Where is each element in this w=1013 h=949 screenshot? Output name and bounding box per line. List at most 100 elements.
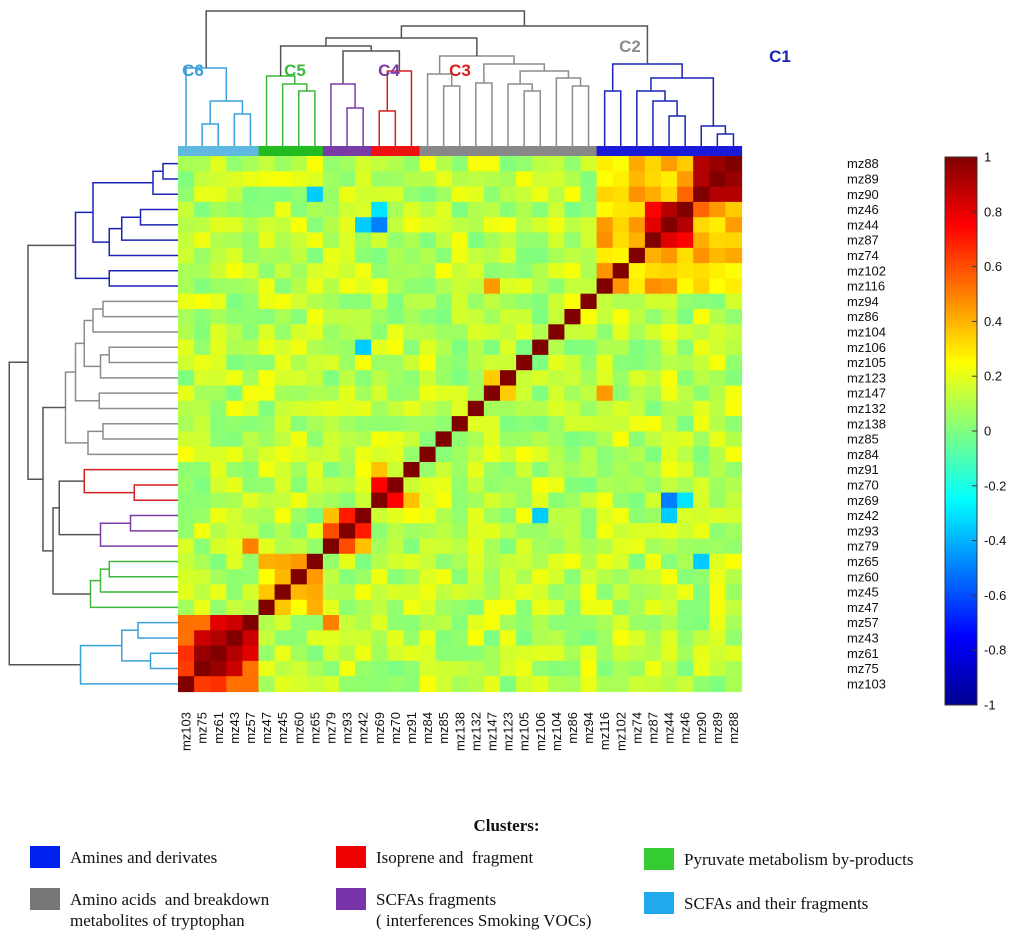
heatmap-cell — [306, 676, 324, 693]
heatmap-cell — [596, 156, 614, 172]
heatmap-cell — [371, 523, 388, 540]
heatmap-cell — [403, 324, 421, 341]
heatmap-cell — [612, 186, 630, 203]
dendrogram-link — [74, 342, 100, 402]
heatmap-cell — [516, 431, 533, 448]
cluster-bar-segment — [677, 146, 694, 157]
heatmap-cell — [548, 339, 565, 356]
dendrogram-link — [99, 522, 178, 547]
heatmap-cell — [709, 171, 726, 188]
heatmap-cell — [677, 492, 694, 509]
heatmap-cell — [580, 507, 598, 524]
heatmap-cell — [548, 538, 565, 555]
heatmap-cell — [355, 431, 372, 448]
heatmap-cell — [564, 293, 582, 310]
cluster-label: C1 — [769, 47, 791, 66]
heatmap-cell — [596, 354, 614, 371]
heatmap-cell — [242, 171, 260, 188]
column-label: mz86 — [565, 712, 580, 744]
heatmap-cell — [339, 309, 356, 325]
colorbar-tick-label: 0.4 — [984, 314, 1002, 329]
heatmap-cell — [290, 232, 308, 249]
heatmap-cell — [564, 645, 582, 662]
heatmap-cell — [628, 630, 646, 647]
heatmap-cell — [322, 630, 340, 647]
heatmap-cell — [387, 201, 404, 218]
heatmap-cell — [339, 431, 356, 448]
heatmap-cell — [419, 263, 437, 279]
heatmap-cell — [274, 660, 292, 677]
heatmap-cell — [661, 354, 678, 371]
column-label: mz138 — [452, 712, 467, 751]
heatmap-cell — [355, 645, 372, 662]
heatmap-cell — [258, 553, 276, 570]
heatmap-cell — [516, 186, 533, 203]
cluster-bar-segment — [532, 146, 549, 157]
heatmap-cell — [580, 676, 598, 693]
heatmap-cell — [306, 293, 324, 310]
heatmap-cell — [725, 186, 743, 203]
heatmap-cell — [532, 645, 549, 662]
heatmap-cell — [387, 293, 404, 310]
heatmap-cell — [725, 232, 743, 249]
heatmap-cell — [532, 171, 549, 188]
heatmap-cell — [371, 477, 388, 494]
heatmap-cell — [483, 492, 501, 509]
heatmap-cell — [178, 676, 195, 693]
heatmap-cell — [677, 217, 694, 234]
heatmap-cell — [532, 492, 549, 509]
heatmap-cell — [242, 370, 260, 387]
heatmap-cell — [435, 523, 453, 540]
heatmap-cell — [677, 400, 694, 417]
row-label: mz47 — [847, 600, 879, 615]
column-label: mz85 — [436, 712, 451, 744]
heatmap-cell — [451, 462, 469, 478]
heatmap-cell — [178, 217, 195, 234]
heatmap-cell — [564, 278, 582, 295]
heatmap-cell — [306, 385, 324, 402]
heatmap-cell — [339, 293, 356, 310]
heatmap-cell — [677, 569, 694, 585]
heatmap-cell — [677, 354, 694, 371]
heatmap-cell — [258, 446, 276, 463]
heatmap-cell — [677, 477, 694, 494]
heatmap-cell — [435, 339, 453, 356]
heatmap-cell — [194, 507, 211, 524]
heatmap-cell — [226, 309, 243, 325]
heatmap-cell — [242, 431, 260, 448]
heatmap-cell — [580, 660, 598, 677]
heatmap-cell — [306, 645, 324, 662]
heatmap-cell — [258, 370, 276, 387]
heatmap-cell — [258, 400, 276, 417]
row-dendrogram — [8, 162, 178, 685]
heatmap-cell — [258, 416, 276, 432]
heatmap-cell — [258, 660, 276, 677]
heatmap-cell — [693, 309, 710, 325]
heatmap-cell — [677, 385, 694, 402]
legend-label: Isoprene and fragment — [376, 848, 534, 867]
dendrogram-link — [99, 568, 178, 593]
heatmap-cell — [435, 615, 453, 631]
heatmap-cell — [451, 354, 469, 371]
heatmap-cell — [178, 599, 195, 616]
heatmap-cell — [419, 309, 437, 325]
heatmap-cell — [644, 492, 662, 509]
heatmap-cell — [612, 431, 630, 448]
heatmap-cell — [596, 615, 614, 631]
heatmap-cell — [226, 553, 243, 570]
heatmap-cell — [242, 247, 260, 264]
heatmap-cell — [419, 446, 437, 463]
row-label: mz45 — [847, 585, 879, 600]
heatmap-cell — [644, 186, 662, 203]
heatmap-cell — [516, 201, 533, 218]
heatmap-cell — [419, 599, 437, 616]
heatmap-cell — [596, 569, 614, 585]
heatmap-cell — [580, 584, 598, 601]
heatmap-cell — [178, 293, 195, 310]
heatmap-cell — [596, 171, 614, 188]
heatmap-cell — [661, 416, 678, 432]
heatmap-cell — [403, 431, 421, 448]
heatmap-cell — [500, 186, 517, 203]
heatmap-cell — [403, 462, 421, 478]
heatmap-cell — [500, 584, 517, 601]
